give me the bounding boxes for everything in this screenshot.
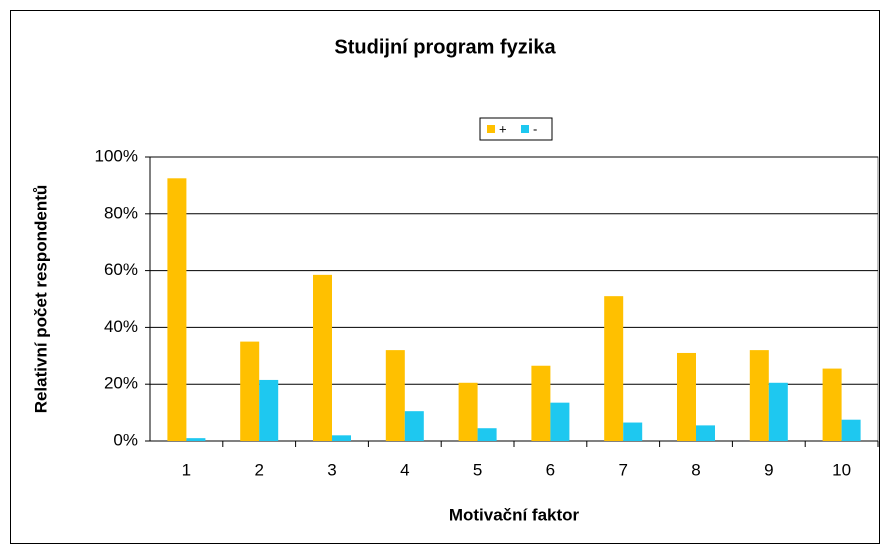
x-tick-label: 7 (618, 460, 627, 479)
legend-swatch (487, 125, 495, 133)
y-tick-label: 60% (104, 260, 138, 279)
bar (186, 438, 206, 441)
bar (550, 402, 570, 441)
y-tick-label: 0% (113, 430, 138, 449)
legend-swatch (521, 125, 529, 133)
bar (404, 411, 424, 441)
x-tick-label: 5 (473, 460, 482, 479)
legend-box (479, 117, 553, 141)
x-tick-label: 9 (764, 460, 773, 479)
bar (458, 382, 478, 441)
x-tick-label: 3 (327, 460, 336, 479)
bar (604, 296, 624, 441)
bar (822, 368, 842, 441)
x-tick-label: 2 (254, 460, 263, 479)
y-tick-label: 80% (104, 203, 138, 222)
bar (531, 365, 551, 441)
x-tick-label: 1 (182, 460, 191, 479)
bar (841, 419, 861, 441)
bar (677, 352, 696, 441)
y-axis-label: Relativní počet respondentů (31, 185, 50, 414)
bar (259, 379, 279, 441)
bar (623, 422, 643, 441)
y-tick-label: 40% (104, 317, 138, 336)
bar (768, 382, 788, 441)
x-axis-label: Motivační faktor (449, 505, 580, 524)
x-tick-label: 6 (546, 460, 555, 479)
bar (313, 274, 332, 441)
bar (240, 341, 260, 441)
bar (477, 428, 497, 441)
y-tick-label: 100% (95, 146, 138, 165)
x-tick-label: 8 (691, 460, 700, 479)
legend-label: + (499, 121, 507, 136)
x-tick-label: 10 (832, 460, 851, 479)
x-tick-label: 4 (400, 460, 409, 479)
bar (332, 435, 351, 441)
bar (167, 178, 187, 442)
chart-title: Studijní program fyzika (334, 36, 556, 58)
bar (749, 350, 769, 441)
y-tick-label: 20% (104, 374, 138, 393)
legend-label: - (533, 121, 537, 136)
bar (385, 350, 405, 441)
legend: + - (479, 117, 553, 141)
bar (696, 425, 715, 441)
